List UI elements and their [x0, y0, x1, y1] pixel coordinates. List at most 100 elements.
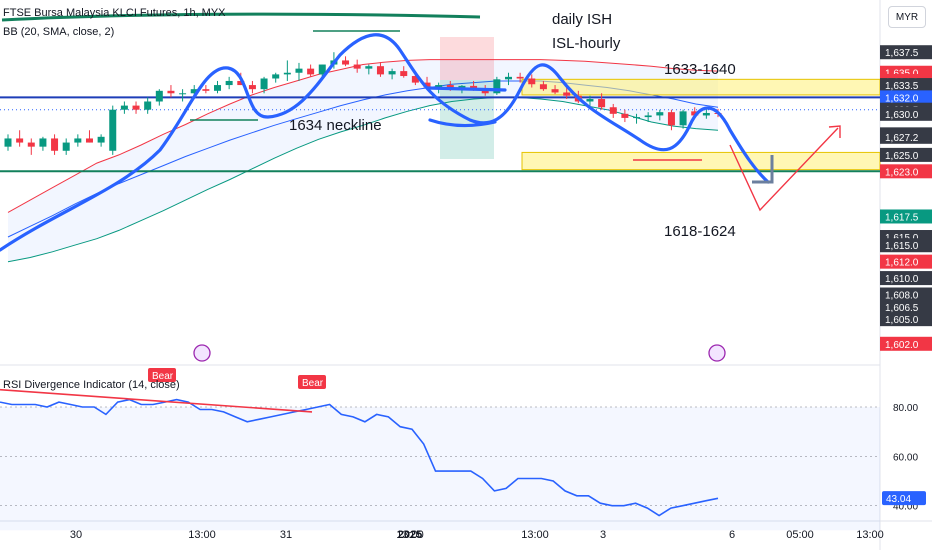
- rsi-last-value-bg: [882, 491, 926, 506]
- time-tick-label: 3: [600, 529, 606, 541]
- candle-body: [598, 99, 606, 108]
- candle-body: [702, 112, 710, 116]
- candle-body: [353, 64, 361, 69]
- candle-body: [202, 89, 210, 91]
- divergence-label: Bear: [302, 378, 324, 389]
- price-tick-label: 1,630.0: [885, 110, 919, 121]
- target-arrow-head[interactable]: [752, 155, 774, 184]
- candle-body: [97, 136, 105, 143]
- price-tick-label: 1,602.0: [885, 340, 919, 351]
- price-tick-bg: [880, 164, 932, 179]
- price-tick-label: 1,605.0: [885, 315, 919, 326]
- price-tick-label: 1,608.0: [885, 291, 919, 302]
- candle-body: [120, 105, 128, 110]
- zone-label-support: 1618-1624: [664, 223, 736, 240]
- bollinger-upper-line: [7, 59, 719, 213]
- rsi-tick-label: 40.00: [893, 502, 918, 513]
- candle-body: [644, 115, 652, 118]
- time-tick-label: 30: [70, 529, 82, 541]
- bollinger-lower-line: [7, 96, 719, 263]
- divergence-badge: [298, 375, 326, 389]
- candle-body: [74, 138, 82, 143]
- time-tick-label: 31: [280, 529, 292, 541]
- candle-body: [132, 105, 140, 110]
- time-tick-label: 13:00: [521, 529, 549, 541]
- event-icon-right[interactable]: [708, 344, 726, 362]
- price-tick-bg: [880, 299, 932, 314]
- candle-body: [295, 68, 303, 73]
- price-tick-label: 1,637.5: [885, 48, 919, 59]
- bollinger-legend[interactable]: BB (20, SMA, close, 2): [3, 26, 115, 38]
- candle-body: [39, 138, 47, 147]
- price-tick-bg: [880, 254, 932, 269]
- candle-body: [342, 60, 350, 65]
- price-tick-bg: [880, 271, 932, 286]
- price-tick-label: 1,615.0: [885, 241, 919, 252]
- time-tick-label: 13:00: [856, 529, 884, 541]
- price-tick-label: 1,625.0: [885, 151, 919, 162]
- candle-body: [504, 76, 512, 80]
- price-tick-label: 1,606.5: [885, 303, 919, 314]
- currency-button[interactable]: MYR: [888, 6, 926, 28]
- candle-body: [656, 112, 664, 116]
- candle-body: [214, 85, 222, 91]
- candle-body: [633, 117, 641, 119]
- candle-body: [260, 78, 268, 90]
- candle-body: [411, 76, 419, 83]
- annotation-daily-ish: daily ISH: [552, 11, 612, 28]
- event-icon-left[interactable]: [193, 344, 211, 362]
- rsi-band-fill: [0, 407, 880, 531]
- candle-body: [435, 85, 443, 88]
- candle-body: [423, 82, 431, 88]
- price-tick-label: 1,633.5: [885, 81, 919, 92]
- candle-body: [563, 92, 571, 96]
- candle-body: [691, 111, 699, 116]
- candle-body: [551, 89, 559, 93]
- candle-body: [16, 138, 24, 143]
- time-tick-label: 05:00: [786, 529, 814, 541]
- drawing-head-base[interactable]: [428, 118, 497, 128]
- annotation-neckline: 1634 neckline: [289, 117, 382, 134]
- chart-title: FTSE Bursa Malaysia KLCI Futures, 1h, MY…: [3, 7, 226, 19]
- candle-body: [388, 71, 396, 75]
- rsi-divergence-line: [0, 388, 313, 413]
- projection-arrow-head[interactable]: [828, 125, 841, 138]
- candle-body: [493, 79, 501, 94]
- time-tick-label: 13:00: [188, 529, 216, 541]
- candle-body: [365, 66, 373, 69]
- price-tick-bg: [880, 129, 932, 144]
- candle-body: [667, 112, 675, 126]
- rsi-tick-label: 60.00: [893, 452, 918, 463]
- price-tick-bg: [880, 90, 932, 105]
- candle-body: [248, 85, 256, 90]
- candle-body: [179, 93, 187, 95]
- drawing-head-cap[interactable]: [426, 86, 507, 92]
- position-box-risk: [440, 37, 494, 80]
- candle-body: [318, 64, 326, 75]
- candle-body: [109, 109, 117, 151]
- candle-body: [470, 85, 478, 90]
- zone-label-resistance: 1633-1640: [664, 61, 736, 78]
- rsi-last-value-label: 43.04: [886, 494, 911, 505]
- top-trendline[interactable]: [1, 12, 481, 22]
- divergence-badge: [148, 368, 176, 382]
- price-tick-label: 1,632.0: [885, 93, 919, 104]
- zone-support[interactable]: [521, 151, 881, 171]
- time-tick-label: 6: [729, 529, 735, 541]
- candle-body: [155, 90, 163, 102]
- zone-resistance[interactable]: [521, 78, 881, 96]
- candle-body: [144, 101, 152, 110]
- price-tick-bg: [880, 45, 932, 60]
- price-tick-bg: [880, 106, 932, 121]
- price-tick-bg: [880, 336, 932, 351]
- projection-path[interactable]: [729, 127, 839, 212]
- candle-body: [85, 138, 93, 143]
- rsi-tick-label: 80.00: [893, 403, 918, 414]
- candle-body: [190, 89, 198, 94]
- head-shoulders-drawing[interactable]: [0, 33, 770, 252]
- rsi-legend[interactable]: RSI Divergence Indicator (14, close): [3, 379, 180, 391]
- price-tick-bg: [880, 209, 932, 224]
- rsi-line: [0, 398, 719, 517]
